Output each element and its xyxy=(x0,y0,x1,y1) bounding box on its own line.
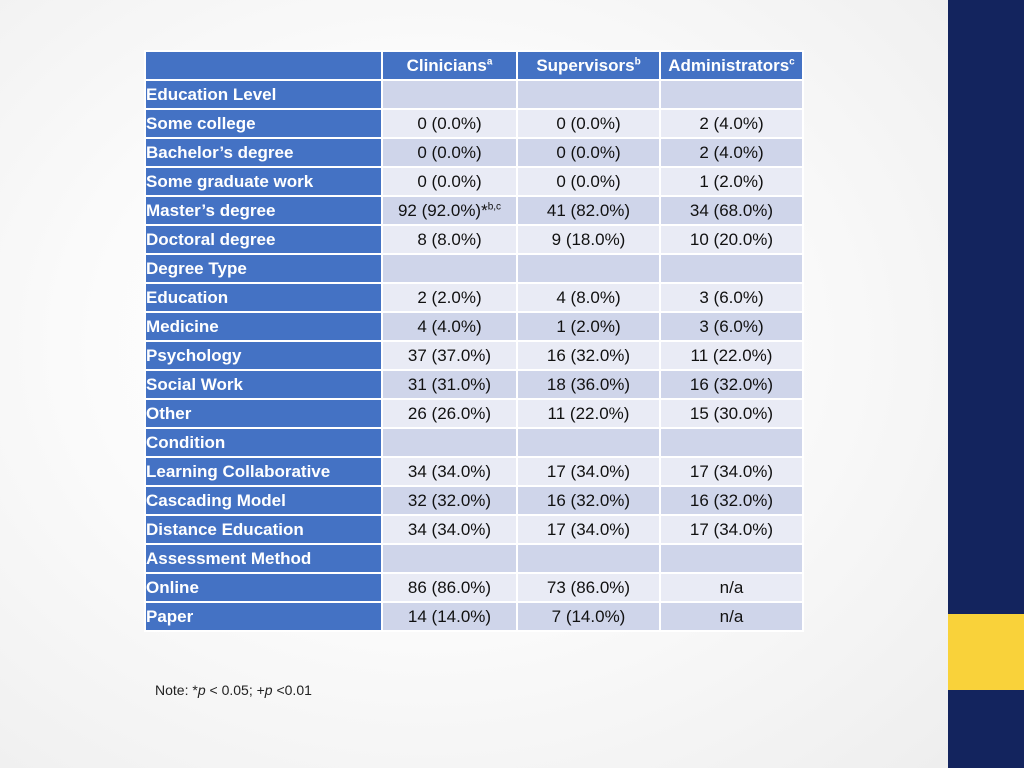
table-row: Learning Collaborative 34 (34.0%) 17 (34… xyxy=(144,456,804,487)
administrators-value: 16 (32.0%) xyxy=(659,485,804,516)
supervisors-value: 0 (0.0%) xyxy=(516,166,661,197)
table-row: Distance Education 34 (34.0%) 17 (34.0%)… xyxy=(144,514,804,545)
table-header-row: Cliniciansa Supervisorsb Administratorsc xyxy=(144,50,804,81)
table-row: Social Work 31 (31.0%) 18 (36.0%) 16 (32… xyxy=(144,369,804,400)
clinicians-value: 32 (32.0%) xyxy=(381,485,518,516)
row-label: Learning Collaborative xyxy=(144,456,383,487)
header-administrators: Administratorsc xyxy=(659,50,804,81)
supervisors-value: 9 (18.0%) xyxy=(516,224,661,255)
row-label: Doctoral degree xyxy=(144,224,383,255)
clinicians-value: 34 (34.0%) xyxy=(381,514,518,545)
row-label: Social Work xyxy=(144,369,383,400)
supervisors-value: 7 (14.0%) xyxy=(516,601,661,632)
administrators-value: 16 (32.0%) xyxy=(659,369,804,400)
row-label: Medicine xyxy=(144,311,383,342)
administrators-value: n/a xyxy=(659,601,804,632)
clinicians-value: 26 (26.0%) xyxy=(381,398,518,429)
clinicians-value: 8 (8.0%) xyxy=(381,224,518,255)
row-label: Psychology xyxy=(144,340,383,371)
row-label: Paper xyxy=(144,601,383,632)
group-row-assessment-method: Assessment Method xyxy=(144,543,804,574)
demographics-table: Cliniciansa Supervisorsb Administratorsc… xyxy=(144,50,804,632)
clinicians-value: 31 (31.0%) xyxy=(381,369,518,400)
row-label: Distance Education xyxy=(144,514,383,545)
supervisors-value: 16 (32.0%) xyxy=(516,485,661,516)
administrators-value: 17 (34.0%) xyxy=(659,456,804,487)
administrators-value: n/a xyxy=(659,572,804,603)
administrators-value: 1 (2.0%) xyxy=(659,166,804,197)
row-label: Other xyxy=(144,398,383,429)
administrators-value: 11 (22.0%) xyxy=(659,340,804,371)
clinicians-value: 37 (37.0%) xyxy=(381,340,518,371)
header-supervisors: Supervisorsb xyxy=(516,50,661,81)
administrators-value: 17 (34.0%) xyxy=(659,514,804,545)
supervisors-value: 17 (34.0%) xyxy=(516,456,661,487)
clinicians-value: 4 (4.0%) xyxy=(381,311,518,342)
group-label: Assessment Method xyxy=(144,543,383,574)
administrators-value: 2 (4.0%) xyxy=(659,108,804,139)
clinicians-value: 0 (0.0%) xyxy=(381,108,518,139)
table-row: Other 26 (26.0%) 11 (22.0%) 15 (30.0%) xyxy=(144,398,804,429)
administrators-value: 34 (68.0%) xyxy=(659,195,804,226)
row-label: Education xyxy=(144,282,383,313)
administrators-value: 2 (4.0%) xyxy=(659,137,804,168)
table-row: Bachelor’s degree 0 (0.0%) 0 (0.0%) 2 (4… xyxy=(144,137,804,168)
table-row: Online 86 (86.0%) 73 (86.0%) n/a xyxy=(144,572,804,603)
group-row-condition: Condition xyxy=(144,427,804,458)
supervisors-value: 4 (8.0%) xyxy=(516,282,661,313)
clinicians-value: 2 (2.0%) xyxy=(381,282,518,313)
group-label: Degree Type xyxy=(144,253,383,284)
table-row: Master’s degree 92 (92.0%)*b,c 41 (82.0%… xyxy=(144,195,804,226)
table-row: Education 2 (2.0%) 4 (8.0%) 3 (6.0%) xyxy=(144,282,804,313)
row-label: Bachelor’s degree xyxy=(144,137,383,168)
supervisors-value: 11 (22.0%) xyxy=(516,398,661,429)
row-label: Cascading Model xyxy=(144,485,383,516)
table-row: Paper 14 (14.0%) 7 (14.0%) n/a xyxy=(144,601,804,632)
supervisors-value: 17 (34.0%) xyxy=(516,514,661,545)
row-label: Some graduate work xyxy=(144,166,383,197)
table-row: Cascading Model 32 (32.0%) 16 (32.0%) 16… xyxy=(144,485,804,516)
group-label: Condition xyxy=(144,427,383,458)
group-row-degree-type: Degree Type xyxy=(144,253,804,284)
group-row-education-level: Education Level xyxy=(144,79,804,110)
clinicians-value: 92 (92.0%)*b,c xyxy=(381,195,518,226)
header-blank-cell xyxy=(144,50,383,81)
table-row: Medicine 4 (4.0%) 1 (2.0%) 3 (6.0%) xyxy=(144,311,804,342)
supervisors-value: 16 (32.0%) xyxy=(516,340,661,371)
table-row: Some college 0 (0.0%) 0 (0.0%) 2 (4.0%) xyxy=(144,108,804,139)
table-note: Note: *p < 0.05; +p <0.01 xyxy=(155,682,312,698)
clinicians-value: 86 (86.0%) xyxy=(381,572,518,603)
supervisors-value: 1 (2.0%) xyxy=(516,311,661,342)
administrators-value: 3 (6.0%) xyxy=(659,311,804,342)
group-label: Education Level xyxy=(144,79,383,110)
table-row: Psychology 37 (37.0%) 16 (32.0%) 11 (22.… xyxy=(144,340,804,371)
row-label: Master’s degree xyxy=(144,195,383,226)
administrators-value: 15 (30.0%) xyxy=(659,398,804,429)
row-label: Online xyxy=(144,572,383,603)
supervisors-value: 73 (86.0%) xyxy=(516,572,661,603)
supervisors-value: 18 (36.0%) xyxy=(516,369,661,400)
administrators-value: 10 (20.0%) xyxy=(659,224,804,255)
side-accent xyxy=(948,614,1024,690)
clinicians-value: 14 (14.0%) xyxy=(381,601,518,632)
header-clinicians: Cliniciansa xyxy=(381,50,518,81)
clinicians-value: 34 (34.0%) xyxy=(381,456,518,487)
clinicians-value: 0 (0.0%) xyxy=(381,137,518,168)
clinicians-value: 0 (0.0%) xyxy=(381,166,518,197)
supervisors-value: 0 (0.0%) xyxy=(516,137,661,168)
administrators-value: 3 (6.0%) xyxy=(659,282,804,313)
supervisors-value: 41 (82.0%) xyxy=(516,195,661,226)
row-label: Some college xyxy=(144,108,383,139)
supervisors-value: 0 (0.0%) xyxy=(516,108,661,139)
table-row: Doctoral degree 8 (8.0%) 9 (18.0%) 10 (2… xyxy=(144,224,804,255)
table-row: Some graduate work 0 (0.0%) 0 (0.0%) 1 (… xyxy=(144,166,804,197)
